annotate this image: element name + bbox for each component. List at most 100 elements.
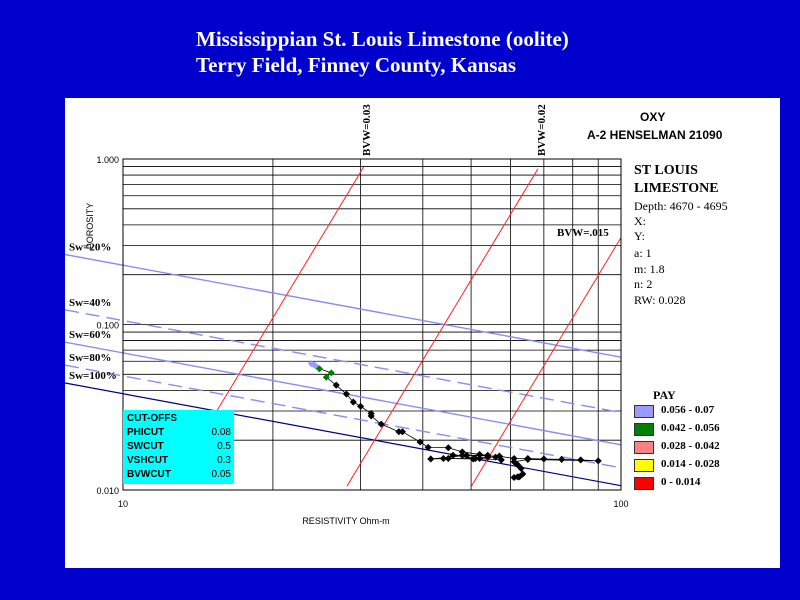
- data-point: [377, 420, 385, 428]
- pay-legend-item: 0.042 - 0.056: [634, 422, 774, 437]
- sw-line: [65, 364, 622, 469]
- pay-swatch: [634, 477, 654, 490]
- data-point: [449, 451, 457, 459]
- data-point: [514, 461, 522, 469]
- pay-swatch: [634, 405, 654, 418]
- grid: [123, 158, 621, 490]
- info-m: m: 1.8: [634, 262, 665, 276]
- x-tick-label: 10: [118, 499, 128, 509]
- sw-line-label: Sw=60%: [69, 329, 111, 341]
- formation-line-1: ST LOUIS: [634, 163, 698, 178]
- sw-line: [65, 309, 622, 414]
- data-point: [469, 455, 477, 463]
- data-point: [332, 381, 340, 389]
- data-points: [307, 360, 602, 482]
- chart-panel: Sw=20% Sw=40% Sw=60% Sw=80% Sw=100% BVW=0.03…: [65, 98, 780, 568]
- data-point: [349, 398, 357, 406]
- cutoffs-title: CUT-OFFS: [127, 413, 177, 424]
- pay-label: 0.014 - 0.028: [661, 458, 720, 470]
- data-point: [357, 402, 365, 410]
- well-operator: OXY: [640, 110, 666, 124]
- x-axis-label: RESISTIVITY Ohm-m: [302, 516, 389, 526]
- cutoff-value: 0.3: [217, 455, 231, 466]
- pay-swatch: [634, 459, 654, 472]
- cutoffs-box: CUT-OFFS PHICUT 0.08 SWCUT 0.5 VSHCUT 0.…: [123, 410, 234, 484]
- data-point: [398, 428, 406, 436]
- data-point: [342, 390, 350, 398]
- cutoff-name: VSHCUT: [127, 455, 169, 466]
- data-point: [517, 464, 525, 472]
- cutoff-name: BVWCUT: [127, 469, 171, 480]
- pay-legend-item: 0.056 - 0.07: [634, 404, 774, 419]
- y-tick-label: 1.000: [96, 155, 119, 165]
- cutoff-name: SWCUT: [127, 441, 164, 452]
- cutoff-value: 0.08: [211, 427, 231, 438]
- data-point: [327, 369, 335, 377]
- page-title-line-1: Mississippian St. Louis Limestone (oolit…: [196, 27, 569, 51]
- pay-legend-item: 0.014 - 0.028: [634, 458, 774, 473]
- cutoff-value: 0.05: [211, 469, 231, 480]
- data-point: [558, 455, 566, 463]
- pay-swatch: [634, 441, 654, 454]
- data-point: [495, 452, 503, 460]
- bvw-line-label: BVW=0.03: [361, 104, 373, 156]
- sw-line: [65, 253, 622, 358]
- info-depth: Depth: 4670 - 4695: [634, 199, 728, 213]
- pay-label: 0.042 - 0.056: [661, 422, 720, 434]
- data-point: [367, 412, 375, 420]
- info-rw: RW: 0.028: [634, 293, 686, 307]
- pay-label: 0 - 0.014: [661, 476, 701, 488]
- axis-labels: 1.000 0.100 0.010 10 100 RESISTIVITY Ohm-m POR…: [85, 155, 629, 526]
- formation-line-2: LIMESTONE: [634, 181, 719, 196]
- data-trace-line: [311, 363, 599, 478]
- pay-legend-item: 0.028 - 0.042: [634, 440, 774, 455]
- info-n: n: 2: [634, 277, 653, 291]
- bvw-lines: BVW=0.03 BVW=0.02 BVW=.015: [172, 104, 622, 487]
- cutoff-row: VSHCUT 0.3: [127, 455, 231, 468]
- plot-border: [122, 158, 622, 491]
- data-point: [458, 451, 466, 459]
- bvw-line-label: BVW=0.02: [536, 104, 548, 156]
- data-trace: [311, 363, 599, 478]
- cutoff-name: PHICUT: [127, 427, 165, 438]
- data-point: [439, 454, 447, 463]
- data-point: [322, 373, 330, 381]
- sw-line-label: Sw=20%: [69, 241, 111, 253]
- sw-line-label: Sw=80%: [69, 352, 111, 364]
- data-point: [476, 454, 484, 463]
- plot-frame: [122, 158, 622, 491]
- x-tick-label: 100: [613, 499, 628, 509]
- bvw-line: [346, 168, 539, 487]
- y-tick-label: 0.100: [96, 321, 119, 331]
- cutoff-row: PHICUT 0.08: [127, 427, 231, 440]
- data-point: [444, 454, 452, 463]
- data-point: [514, 473, 522, 481]
- pay-legend-item: 0 - 0.014: [634, 476, 774, 491]
- data-point: [577, 456, 585, 464]
- data-point: [315, 365, 323, 373]
- bvw-line-label: BVW=.015: [557, 227, 609, 239]
- y-tick-label: 0.010: [96, 486, 119, 496]
- sw-line-label: Sw=40%: [69, 297, 111, 309]
- pay-legend-title: PAY: [653, 388, 676, 402]
- data-point: [416, 438, 424, 446]
- y-axis-label: POROSITY: [85, 203, 95, 250]
- data-point: [524, 455, 532, 463]
- info-y: Y:: [634, 229, 645, 243]
- cutoff-row: SWCUT 0.5: [127, 441, 231, 454]
- pay-label: 0.056 - 0.07: [661, 404, 715, 416]
- pay-swatch: [634, 423, 654, 436]
- well-name: A-2 HENSELMAN 21090: [587, 128, 723, 142]
- data-point: [463, 451, 471, 459]
- sw-line: [65, 341, 622, 446]
- pickett-plot: Sw=20% Sw=40% Sw=60% Sw=80% Sw=100% BVW=0.03…: [65, 104, 629, 526]
- cutoff-value: 0.5: [217, 441, 231, 452]
- info-x: X:: [634, 214, 646, 228]
- data-point: [424, 443, 432, 451]
- sw-line: [65, 382, 622, 487]
- page-title-line-2: Terry Field, Finney County, Kansas: [196, 53, 517, 77]
- info-a: a: 1: [634, 246, 652, 260]
- data-point: [395, 428, 403, 436]
- cutoff-row: BVWCUT 0.05: [127, 469, 231, 482]
- data-point: [476, 450, 484, 458]
